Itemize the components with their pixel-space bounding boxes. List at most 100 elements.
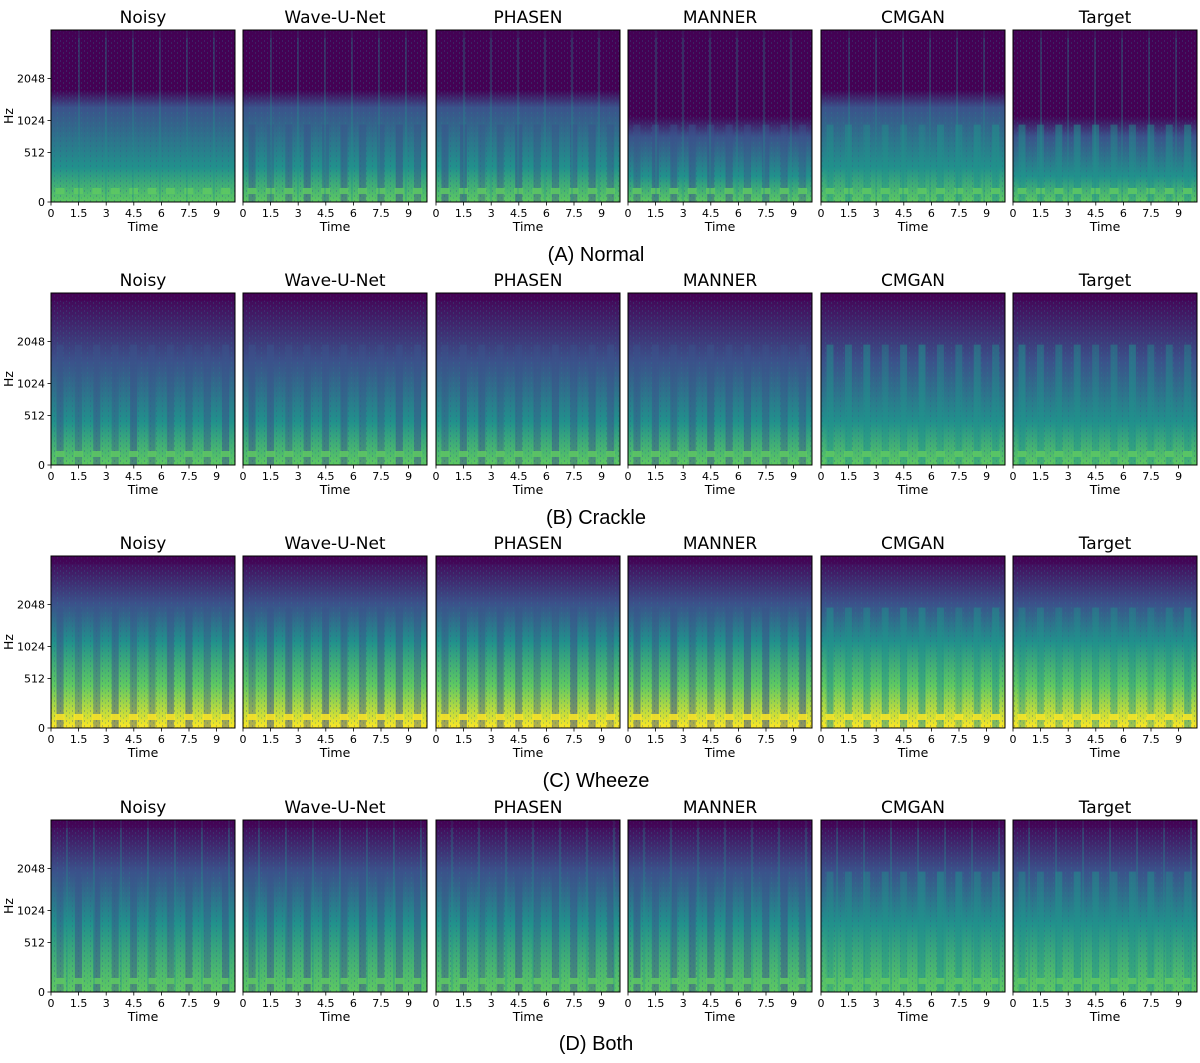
x-tick-label: 6: [158, 470, 165, 483]
low-frequency-burst: [1072, 451, 1082, 457]
x-tick-label: 0: [818, 997, 825, 1010]
breath-band: [780, 344, 788, 465]
x-tick-label: 6: [158, 733, 165, 746]
breath-band: [185, 607, 193, 728]
low-frequency-burst: [184, 978, 194, 984]
low-frequency-burst: [935, 978, 945, 984]
breath-band: [1092, 607, 1100, 728]
low-frequency-burst: [843, 451, 853, 457]
breath-band: [248, 124, 256, 202]
spectrogram-noise-texture: [628, 293, 812, 465]
low-frequency-burst: [92, 451, 102, 457]
breath-band: [248, 344, 256, 465]
breath-band: [900, 124, 908, 202]
low-frequency-burst: [413, 978, 423, 984]
breath-band: [1092, 344, 1100, 465]
breath-band: [303, 871, 311, 992]
panel-title: PHASEN: [494, 534, 563, 554]
low-frequency-burst: [302, 714, 312, 720]
breath-band: [148, 344, 156, 465]
breath-band: [1092, 871, 1100, 992]
x-tick-label: 1.5: [840, 207, 858, 220]
panel-title: MANNER: [683, 534, 757, 554]
breath-band: [551, 124, 559, 202]
low-frequency-burst: [55, 188, 65, 194]
spectrogram-noise-texture: [51, 556, 235, 728]
breath-band: [248, 607, 256, 728]
low-frequency-burst: [779, 451, 789, 457]
low-frequency-burst: [73, 451, 83, 457]
spectrogram-panel: Target 0 1.5 3 4.5 6 7.5 9 Time: [1010, 534, 1198, 760]
low-frequency-burst: [458, 714, 468, 720]
breath-band: [130, 871, 138, 992]
spectrogram-noise-texture: [436, 820, 620, 992]
breath-band: [607, 124, 615, 202]
x-tick-label: 9: [598, 207, 605, 220]
spectrogram-noise-texture: [628, 556, 812, 728]
low-frequency-burst: [1054, 714, 1064, 720]
breath-band: [459, 607, 467, 728]
low-frequency-burst: [742, 188, 752, 194]
y-tick-label: 2048: [17, 72, 45, 85]
low-frequency-burst: [202, 978, 212, 984]
low-frequency-burst: [55, 451, 65, 457]
low-frequency-burst: [899, 978, 909, 984]
panel-title: Wave-U-Net: [284, 534, 386, 554]
panel-frame: [242, 555, 428, 729]
low-frequency-burst: [284, 978, 294, 984]
breath-band: [1110, 607, 1118, 728]
breath-band: [515, 871, 523, 992]
y-tick-label: 2048: [17, 335, 45, 348]
high-frequency-band: [243, 30, 427, 38]
panel-title: Target: [1078, 798, 1132, 818]
x-tick-label: 0: [1010, 207, 1017, 220]
low-frequency-burst: [394, 451, 404, 457]
x-tick-label: 7.5: [180, 207, 198, 220]
panel-frame: [627, 555, 813, 729]
low-frequency-burst: [587, 714, 597, 720]
breath-band: [826, 124, 834, 202]
breath-band: [955, 871, 963, 992]
x-tick-label: 7.5: [950, 470, 968, 483]
x-tick-label: 1.5: [455, 733, 473, 746]
x-tick-label: 0: [433, 733, 440, 746]
panel-frame: [1012, 29, 1198, 203]
low-frequency-burst: [843, 188, 853, 194]
breath-band: [203, 344, 211, 465]
low-frequency-burst: [147, 714, 157, 720]
low-frequency-burst: [954, 188, 964, 194]
spectrogram-panel: Noisy 0 1.5 3 4.5 6 7.5 9 Time 0 512 1024 2048 Hz: [1, 8, 236, 234]
x-tick-label: 3: [295, 997, 302, 1010]
low-frequency-burst: [1017, 714, 1027, 720]
breath-band: [844, 344, 852, 465]
x-tick-label: 1.5: [840, 470, 858, 483]
low-frequency-burst: [265, 978, 275, 984]
x-tick-label: 0: [1010, 470, 1017, 483]
spectrogram-panel: Wave-U-Net 0 1.5 3 4.5 6 7.5 9 Time: [240, 798, 428, 1024]
low-frequency-burst: [477, 978, 487, 984]
low-frequency-burst: [265, 714, 275, 720]
breath-band: [992, 124, 1000, 202]
x-tick-label: 3: [488, 733, 495, 746]
y-tick-label: 0: [38, 986, 45, 999]
breath-band: [222, 871, 230, 992]
low-frequency-burst: [110, 714, 120, 720]
x-tick-label: 7.5: [757, 997, 775, 1010]
low-frequency-burst: [862, 978, 872, 984]
breath-band: [441, 871, 449, 992]
x-tick-label: 7.5: [1142, 470, 1160, 483]
x-tick-label: 4.5: [317, 997, 335, 1010]
breath-band: [203, 871, 211, 992]
spectrogram-panel: MANNER 0 1.5 3 4.5 6 7.5 9 Time: [625, 8, 813, 234]
panel-frame: [627, 819, 813, 993]
breath-band: [1092, 124, 1100, 202]
breath-band: [358, 607, 366, 728]
x-tick-label: 9: [405, 733, 412, 746]
panel-title: CMGAN: [881, 271, 945, 291]
low-frequency-burst: [1035, 188, 1045, 194]
spectrogram-panel: MANNER 0 1.5 3 4.5 6 7.5 9 Time: [625, 271, 813, 497]
high-frequency-band: [1013, 30, 1197, 38]
low-frequency-burst: [1017, 978, 1027, 984]
low-frequency-burst: [165, 451, 175, 457]
x-tick-label: 3: [1065, 207, 1072, 220]
